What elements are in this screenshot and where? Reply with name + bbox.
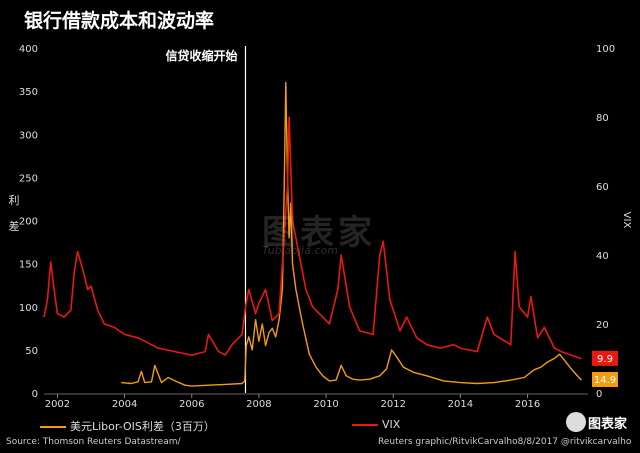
x-axis-tick-label: 2002 <box>45 399 70 410</box>
left-axis-tick-label: 200 <box>19 217 38 228</box>
left-axis-tick-label: 350 <box>19 87 38 98</box>
x-axis-tick-label: 2008 <box>246 399 271 410</box>
end-badge-libor <box>592 372 618 387</box>
source-note: Source: Thomson Reuters Datastream/ <box>6 437 181 447</box>
left-axis-tick-label: 250 <box>19 173 38 184</box>
left-axis-label: 利 <box>9 194 20 207</box>
credit-note: Reuters graphic/RitvikCarvalho8/8/2017 @… <box>378 437 632 447</box>
right-axis-tick-label: 0 <box>596 389 602 400</box>
x-axis-tick-label: 2014 <box>448 399 473 410</box>
end-label-vix: 9.9 <box>597 354 613 365</box>
legend-item-vix: VIX <box>352 418 400 431</box>
right-axis-tick-label: 60 <box>596 182 609 193</box>
right-axis-tick-label: 80 <box>596 113 609 124</box>
end-badge-vix <box>592 350 618 366</box>
brand-logo-icon <box>566 412 586 432</box>
legend-swatch-vix <box>352 424 378 426</box>
brand-logo-text: 图表家 <box>588 417 628 432</box>
series-line-libor <box>121 81 582 387</box>
right-axis-tick-label: 20 <box>596 320 609 331</box>
series-line-vix <box>43 116 582 360</box>
x-axis-tick-label: 2010 <box>313 399 338 410</box>
legend-item-libor: 美元Libor-OIS利差（3百万） <box>40 418 215 434</box>
legend-swatch-libor <box>40 426 66 428</box>
chart-title: 银行借款成本和波动率 <box>24 10 215 32</box>
right-axis-label: VIX <box>621 212 632 229</box>
watermark-text: 图表家 <box>262 213 376 253</box>
left-axis-label: 差 <box>9 219 20 233</box>
brand-logo: 图表家 <box>566 412 632 434</box>
left-axis-tick-label: 50 <box>25 346 38 357</box>
x-axis-tick-label: 2006 <box>179 399 204 410</box>
x-axis-tick-label: 2012 <box>381 399 406 410</box>
left-axis-tick-label: 150 <box>19 260 38 271</box>
annotation-label: 信贷收缩开始 <box>165 48 237 63</box>
watermark-subtext: Tubiaojia.com <box>262 244 338 257</box>
right-axis-tick-label: 40 <box>596 251 609 262</box>
legend-label-libor: 美元Libor-OIS利差（3百万） <box>70 420 215 433</box>
right-axis-tick-label: 100 <box>596 44 615 55</box>
left-axis-tick-label: 300 <box>19 130 38 141</box>
legend-label-vix: VIX <box>382 418 401 431</box>
left-axis-tick-label: 400 <box>19 44 38 55</box>
left-axis-tick-label: 100 <box>19 303 38 314</box>
x-axis-tick-label: 2004 <box>112 399 137 410</box>
end-label-libor: 14.9 <box>594 375 616 386</box>
left-axis-tick-label: 0 <box>32 389 38 400</box>
x-axis-tick-label: 2016 <box>515 399 540 410</box>
